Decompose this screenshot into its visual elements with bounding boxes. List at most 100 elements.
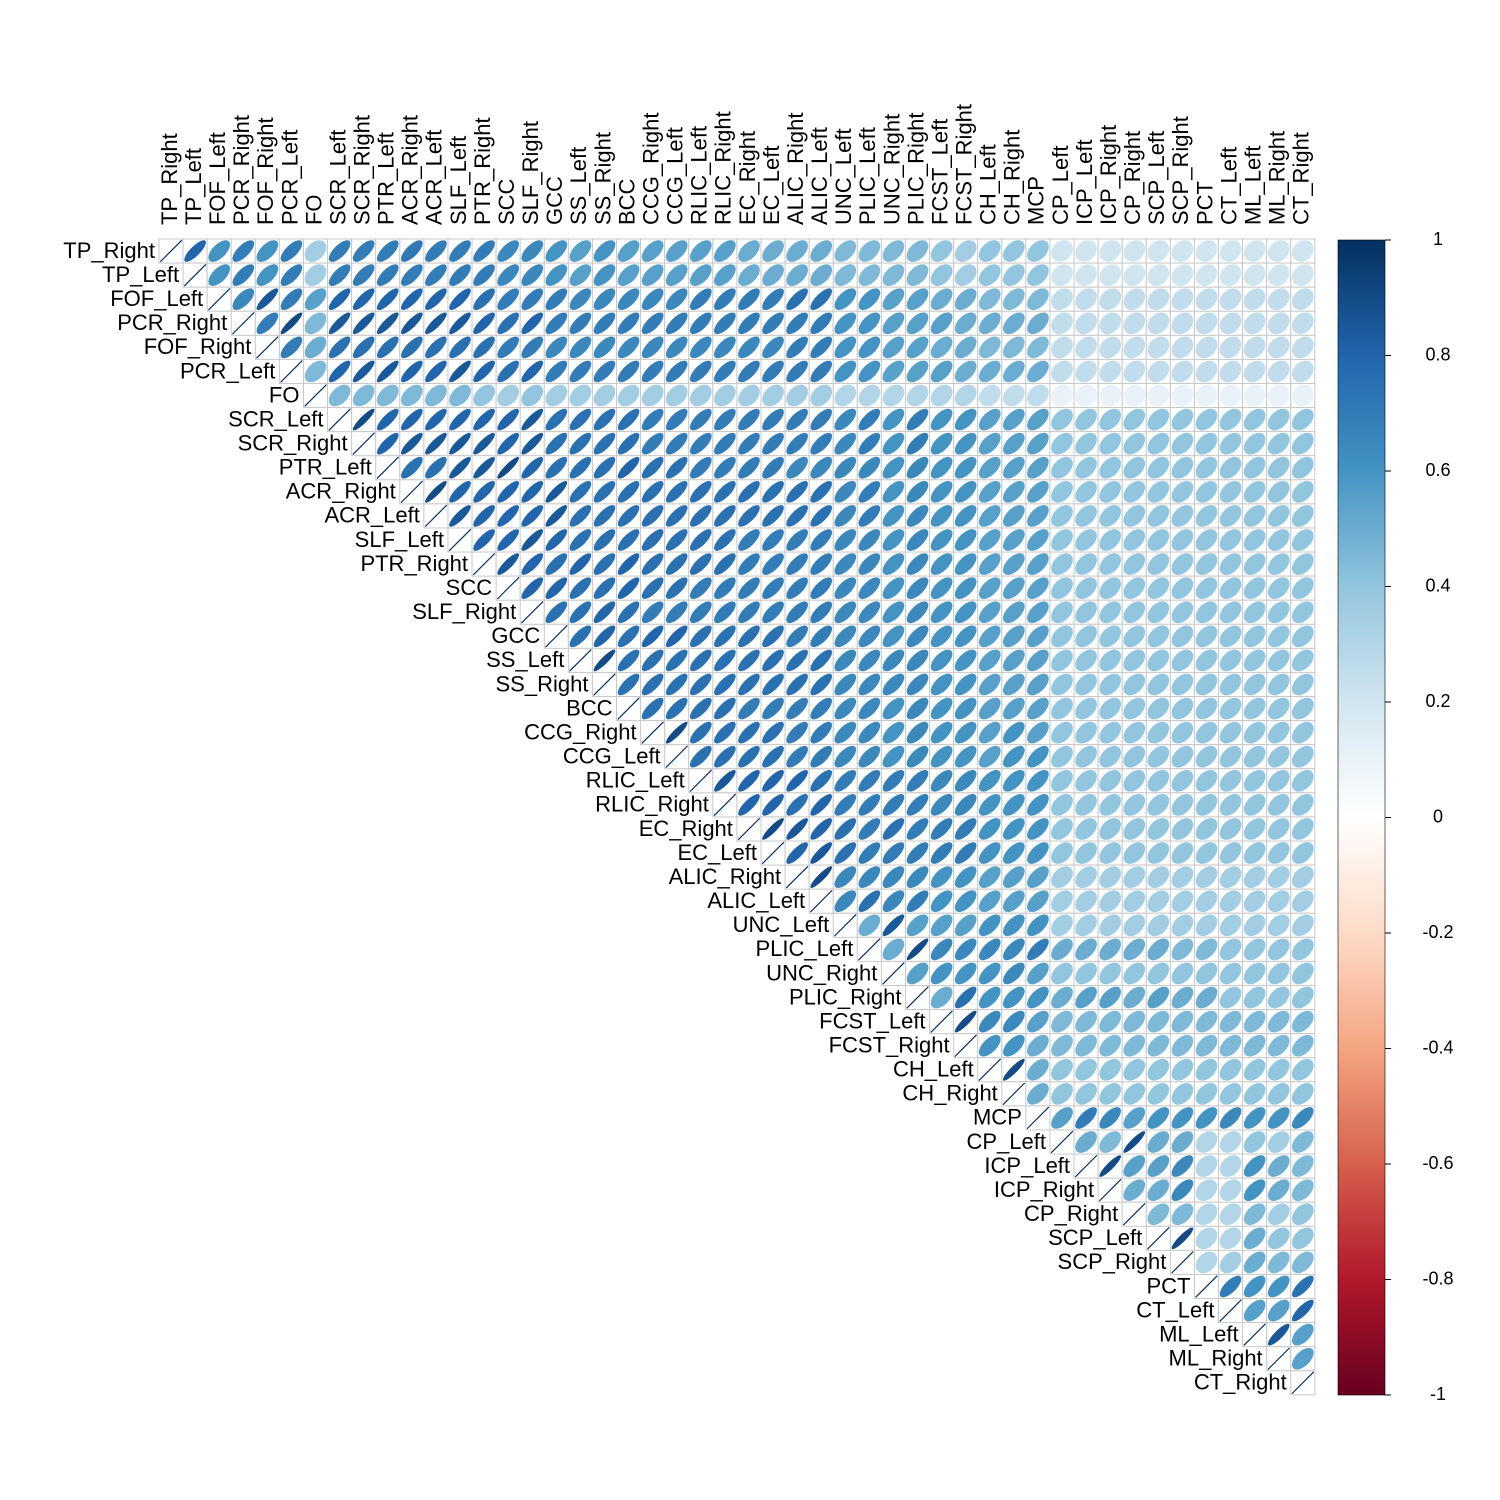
correlation-ellipse xyxy=(738,408,760,431)
correlation-ellipse xyxy=(617,408,640,431)
correlation-ellipse xyxy=(906,866,929,888)
correlation-ellipse xyxy=(569,384,592,407)
correlation-ellipse xyxy=(665,240,688,262)
correlation-ellipse xyxy=(1195,1083,1218,1105)
correlation-ellipse xyxy=(1123,649,1146,672)
correlation-ellipse xyxy=(1123,1131,1146,1153)
correlation-ellipse xyxy=(930,481,953,503)
correlation-ellipse xyxy=(497,432,519,455)
correlation-ellipse xyxy=(1171,938,1194,961)
correlation-ellipse xyxy=(1075,842,1097,864)
correlation-ellipse xyxy=(954,697,977,720)
correlation-ellipse xyxy=(1075,240,1097,262)
correlation-ellipse xyxy=(810,529,833,551)
column-label: ALIC_Left xyxy=(807,127,832,225)
correlation-ellipse xyxy=(376,312,399,335)
correlation-ellipse xyxy=(1267,1058,1290,1081)
correlation-ellipse xyxy=(762,649,784,672)
row-label: FCST_Right xyxy=(829,1032,950,1057)
correlation-ellipse xyxy=(1003,649,1025,672)
correlation-ellipse xyxy=(1171,432,1194,455)
correlation-ellipse xyxy=(545,288,568,311)
correlation-ellipse xyxy=(738,697,760,720)
correlation-ellipse xyxy=(978,842,1001,864)
correlation-ellipse xyxy=(473,408,495,431)
correlation-ellipse xyxy=(1195,577,1218,599)
correlation-ellipse xyxy=(689,481,712,503)
correlation-ellipse xyxy=(906,938,929,961)
correlation-ellipse xyxy=(569,432,592,455)
correlation-ellipse xyxy=(1123,1010,1146,1033)
color-bar xyxy=(1337,239,1386,1396)
correlation-ellipse xyxy=(882,384,905,407)
correlation-ellipse xyxy=(1291,288,1314,311)
correlation-ellipse xyxy=(1243,1131,1266,1153)
correlation-ellipse xyxy=(978,312,1001,335)
correlation-ellipse xyxy=(569,264,592,286)
correlation-ellipse xyxy=(738,432,760,455)
correlation-ellipse xyxy=(1171,649,1194,672)
correlation-line xyxy=(1026,1106,1050,1130)
correlation-ellipse xyxy=(1099,818,1121,840)
correlation-ellipse xyxy=(1219,481,1242,503)
row-label: SCP_Left xyxy=(1048,1225,1142,1250)
correlation-ellipse xyxy=(1003,1010,1025,1033)
correlation-ellipse xyxy=(978,1010,1001,1033)
correlation-ellipse xyxy=(1195,529,1218,551)
correlation-ellipse xyxy=(280,312,303,335)
correlation-ellipse xyxy=(1075,336,1097,359)
correlation-ellipse xyxy=(978,360,1001,383)
correlation-ellipse xyxy=(545,505,568,527)
correlation-ellipse xyxy=(714,505,736,527)
correlation-ellipse xyxy=(1123,601,1146,624)
correlation-ellipse xyxy=(1195,288,1218,311)
correlation-ellipse xyxy=(738,745,760,768)
correlation-ellipse xyxy=(762,794,784,816)
correlation-ellipse xyxy=(1027,240,1049,262)
correlation-ellipse xyxy=(1243,1034,1266,1057)
correlation-ellipse xyxy=(930,649,953,672)
correlation-ellipse xyxy=(1147,1107,1170,1129)
correlation-ellipse xyxy=(1195,553,1218,575)
correlation-ellipse xyxy=(521,288,544,311)
correlation-ellipse xyxy=(858,432,881,455)
correlation-ellipse xyxy=(714,384,736,407)
correlation-ellipse xyxy=(1147,625,1170,648)
correlation-ellipse xyxy=(738,625,760,648)
correlation-ellipse xyxy=(1123,312,1146,335)
correlation-ellipse xyxy=(714,529,736,551)
correlation-ellipse xyxy=(714,721,736,744)
correlation-ellipse xyxy=(930,360,953,383)
correlation-ellipse xyxy=(1267,818,1290,840)
correlation-ellipse xyxy=(328,240,351,262)
correlation-ellipse xyxy=(810,481,833,503)
column-label: SS_Right xyxy=(590,132,615,225)
correlation-ellipse xyxy=(1147,1083,1170,1105)
correlation-ellipse xyxy=(617,264,640,286)
correlation-line xyxy=(1122,1202,1146,1226)
correlation-ellipse xyxy=(1267,1131,1290,1153)
correlation-ellipse xyxy=(1219,1203,1242,1226)
correlation-ellipse xyxy=(521,264,544,286)
correlation-ellipse xyxy=(810,649,833,672)
correlation-ellipse xyxy=(641,481,664,503)
column-label: UNC_Left xyxy=(831,128,856,225)
correlation-ellipse xyxy=(810,288,833,311)
correlation-ellipse xyxy=(1099,697,1121,720)
correlation-ellipse xyxy=(521,240,544,262)
correlation-ellipse xyxy=(954,721,977,744)
correlation-ellipse xyxy=(1027,1010,1049,1033)
correlation-ellipse xyxy=(1195,432,1218,455)
correlation-ellipse xyxy=(641,601,664,624)
correlation-ellipse xyxy=(1195,601,1218,624)
row-label: CT_Left xyxy=(1136,1297,1214,1322)
correlation-line xyxy=(207,287,231,311)
correlation-ellipse xyxy=(882,264,905,286)
correlation-ellipse xyxy=(425,360,447,383)
correlation-ellipse xyxy=(762,336,784,359)
correlation-ellipse xyxy=(1123,745,1146,768)
row-label: ACR_Right xyxy=(286,479,396,504)
correlation-ellipse xyxy=(762,577,784,599)
correlation-ellipse xyxy=(1195,1107,1218,1129)
correlation-ellipse xyxy=(738,673,760,696)
